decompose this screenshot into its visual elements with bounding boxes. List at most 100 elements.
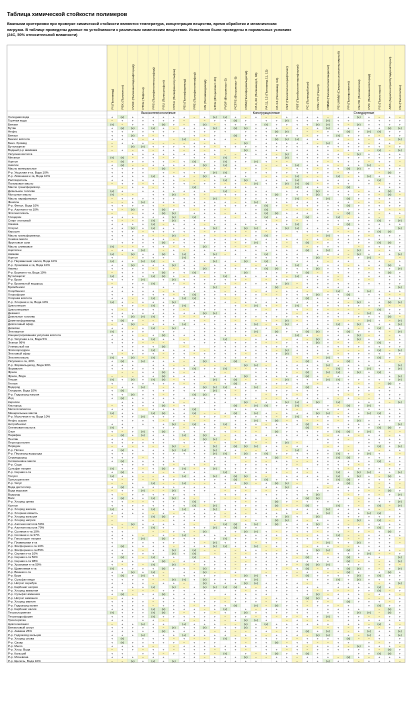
cell-shade xyxy=(230,155,241,160)
resistance-mark: + xyxy=(245,215,247,219)
resistance-mark: (+) xyxy=(110,122,114,126)
resistance-mark: + xyxy=(173,437,175,441)
header-background xyxy=(107,45,405,111)
resistance-mark: − xyxy=(307,459,309,463)
resistance-mark: + xyxy=(286,115,288,119)
cell-shade xyxy=(271,159,282,164)
cell-shade xyxy=(117,200,128,204)
cell-shade xyxy=(291,137,303,141)
resistance-mark: + xyxy=(296,145,298,149)
resistance-mark: + xyxy=(183,174,185,178)
resistance-mark: + xyxy=(276,119,278,123)
cell-shade xyxy=(240,126,251,130)
resistance-mark: (+) xyxy=(244,141,248,145)
resistance-mark: − xyxy=(276,115,278,119)
resistance-mark: − xyxy=(111,119,113,123)
resistance-mark: + xyxy=(276,470,278,474)
resistance-mark: − xyxy=(235,141,237,145)
resistance-mark: + xyxy=(378,204,380,208)
cell-shade xyxy=(312,166,323,171)
resistance-mark: + xyxy=(163,196,165,200)
resistance-mark: + xyxy=(317,178,319,182)
resistance-mark: + xyxy=(348,133,350,137)
cell-shade xyxy=(281,159,292,164)
resistance-mark: + xyxy=(296,133,298,137)
resistance-mark: − xyxy=(348,152,350,156)
resistance-mark: + xyxy=(214,141,216,145)
resistance-mark: + xyxy=(122,204,124,208)
resistance-mark: − xyxy=(235,156,237,160)
resistance-mark: + xyxy=(317,156,319,160)
resistance-mark: + xyxy=(358,193,360,197)
resistance-mark: − xyxy=(173,167,175,171)
resistance-mark: + xyxy=(337,178,339,182)
cell-shade xyxy=(117,159,128,164)
resistance-mark: + xyxy=(132,418,134,422)
resistance-mark: + xyxy=(389,159,391,163)
cell-shade xyxy=(127,155,138,160)
cell-shade xyxy=(250,181,262,186)
resistance-mark: (+) xyxy=(223,544,227,548)
cell-shade xyxy=(199,148,210,152)
cell-shade xyxy=(271,129,282,134)
resistance-mark: + xyxy=(265,130,267,134)
resistance-mark: + xyxy=(224,126,226,130)
resistance-mark: (+) xyxy=(326,141,330,145)
cell-shade xyxy=(374,133,385,138)
resistance-mark: − xyxy=(235,215,237,219)
resistance-mark: + xyxy=(204,400,206,404)
resistance-mark: − xyxy=(183,119,185,123)
resistance-mark: + xyxy=(224,145,226,149)
resistance-mark: − xyxy=(235,455,237,459)
resistance-mark: + xyxy=(255,489,257,493)
resistance-mark: + xyxy=(122,378,124,382)
resistance-mark: (+) xyxy=(193,185,197,189)
resistance-mark: + xyxy=(255,133,257,137)
polymer-header: PA 6, 66 (Полиамид 6, 66) xyxy=(254,73,258,110)
resistance-mark: + xyxy=(358,141,360,145)
resistance-mark: (+) xyxy=(223,115,227,119)
cell-shade xyxy=(107,155,118,160)
resistance-mark: (+) xyxy=(213,466,217,470)
cell-shade xyxy=(343,129,354,134)
cell-shade xyxy=(302,129,313,134)
resistance-mark: (+) xyxy=(182,474,186,478)
resistance-mark: + xyxy=(111,207,113,211)
cell-shade xyxy=(333,185,344,189)
chemical-name: Растворитель xyxy=(8,178,28,182)
resistance-mark: (+) xyxy=(223,189,227,193)
cell-shade xyxy=(394,159,405,164)
resistance-mark: + xyxy=(358,159,360,163)
resistance-mark: + xyxy=(276,589,278,593)
resistance-mark: (+) xyxy=(234,133,238,137)
resistance-mark: + xyxy=(132,200,134,204)
resistance-mark: − xyxy=(152,141,154,145)
resistance-mark: + xyxy=(235,163,237,167)
resistance-mark: (+) xyxy=(388,193,392,197)
resistance-mark: + xyxy=(368,559,370,563)
resistance-mark: + xyxy=(204,533,206,537)
cell-shade xyxy=(230,126,241,130)
resistance-mark: + xyxy=(265,156,267,160)
resistance-mark: + xyxy=(224,174,226,178)
resistance-mark: − xyxy=(173,170,175,174)
resistance-mark: + xyxy=(368,204,370,208)
resistance-mark: (+) xyxy=(203,174,207,178)
resistance-mark: − xyxy=(337,148,339,152)
resistance-mark: + xyxy=(245,248,247,252)
resistance-mark: − xyxy=(307,196,309,200)
cell-shade xyxy=(343,122,354,127)
resistance-mark: + xyxy=(317,137,319,141)
cell-shade xyxy=(322,140,334,145)
resistance-mark: + xyxy=(245,193,247,197)
resistance-mark: − xyxy=(317,182,319,186)
cell-shade xyxy=(189,115,200,119)
resistance-mark: + xyxy=(183,152,185,156)
resistance-mark: (+) xyxy=(151,274,155,278)
resistance-mark: + xyxy=(265,119,267,123)
resistance-mark: (+) xyxy=(162,559,166,563)
resistance-mark: + xyxy=(224,300,226,304)
resistance-mark: − xyxy=(122,252,124,256)
chemical-name: Холодная вода xyxy=(8,115,29,119)
resistance-mark: (+) xyxy=(141,359,145,363)
